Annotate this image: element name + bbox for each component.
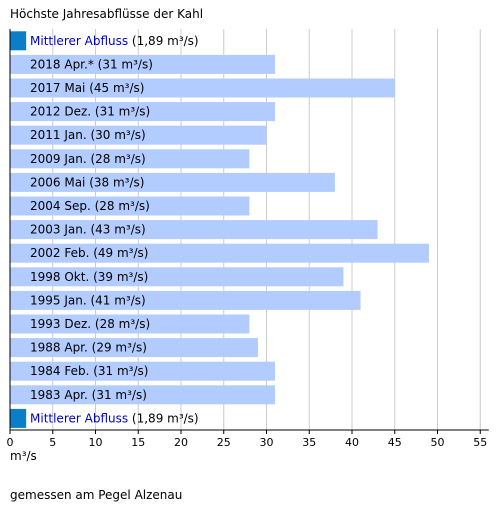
x-tick-label: 20: [174, 436, 188, 449]
reference-label: Mittlerer Abfluss (1,89 m³/s): [30, 34, 199, 48]
x-tick-label: 40: [345, 436, 359, 449]
bar-label: 2011 Jan. (30 m³/s): [30, 128, 146, 142]
x-axis-unit: m³/s: [10, 449, 37, 463]
bar: [10, 243, 429, 263]
bar: [10, 102, 276, 122]
x-tick-label: 45: [388, 436, 402, 449]
bar: [10, 290, 361, 310]
bar-label: 2002 Feb. (49 m³/s): [30, 246, 148, 260]
bar: [10, 338, 258, 358]
x-tick-label: 30: [260, 436, 274, 449]
x-tick-label: 35: [302, 436, 316, 449]
bar-label: 1983 Apr. (31 m³/s): [30, 388, 147, 402]
bar-label: 1988 Apr. (29 m³/s): [30, 341, 147, 355]
bar: [10, 361, 276, 381]
bar-label: 2012 Dez. (31 m³/s): [30, 105, 150, 119]
bar-label: 2004 Sep. (28 m³/s): [30, 199, 150, 213]
x-tick-label: 15: [131, 436, 145, 449]
bar-label: 2018 Apr.* (31 m³/s): [30, 57, 153, 71]
bar-label: 1998 Okt. (39 m³/s): [30, 270, 148, 284]
reference-value: (1,89 m³/s): [128, 34, 199, 48]
x-tick-label: 5: [49, 436, 56, 449]
bar-label: 2006 Mai (38 m³/s): [30, 175, 144, 189]
x-axis: 0 5 10 15 20 25 30 35 40 45 50 55: [7, 29, 489, 449]
footnote: gemessen am Pegel Alzenau: [10, 488, 182, 502]
x-tick-label: 55: [473, 436, 487, 449]
bar: [10, 385, 276, 405]
bar-label: 1995 Jan. (41 m³/s): [30, 293, 146, 307]
bar: [10, 149, 250, 169]
bar: [10, 125, 267, 145]
bar: [10, 172, 335, 192]
bar-label: 1993 Dez. (28 m³/s): [30, 317, 150, 331]
bar-label: 2017 Mai (45 m³/s): [30, 81, 144, 95]
bar-label: 2009 Jan. (28 m³/s): [30, 152, 146, 166]
x-tick-label: 50: [431, 436, 445, 449]
chart-title: Höchste Jahresabflüsse der Kahl: [10, 7, 203, 21]
bars: 2018 Apr.* (31 m³/s) 2017 Mai (45 m³/s) 20…: [10, 54, 429, 405]
bar: [10, 54, 276, 74]
reference-bar: [10, 31, 27, 51]
reference-name: Mittlerer Abfluss: [30, 411, 128, 425]
bar: [10, 78, 395, 98]
bar: [10, 314, 250, 334]
bar: [10, 196, 250, 216]
reference-label: Mittlerer Abfluss (1,89 m³/s): [30, 411, 199, 425]
reference-bar: [10, 408, 27, 428]
reference-name: Mittlerer Abfluss: [30, 34, 128, 48]
bar-label: 1984 Feb. (31 m³/s): [30, 364, 148, 378]
x-tick-label: 10: [89, 436, 103, 449]
x-tick-label: 0: [7, 436, 14, 449]
bar: [10, 267, 344, 287]
bar: [10, 220, 378, 240]
reference-value: (1,89 m³/s): [128, 411, 199, 425]
bar-label: 2003 Jan. (43 m³/s): [30, 223, 146, 237]
x-tick-label: 25: [217, 436, 231, 449]
reference-rows: Mittlerer Abfluss (1,89 m³/s)Mittlerer A…: [10, 31, 199, 428]
